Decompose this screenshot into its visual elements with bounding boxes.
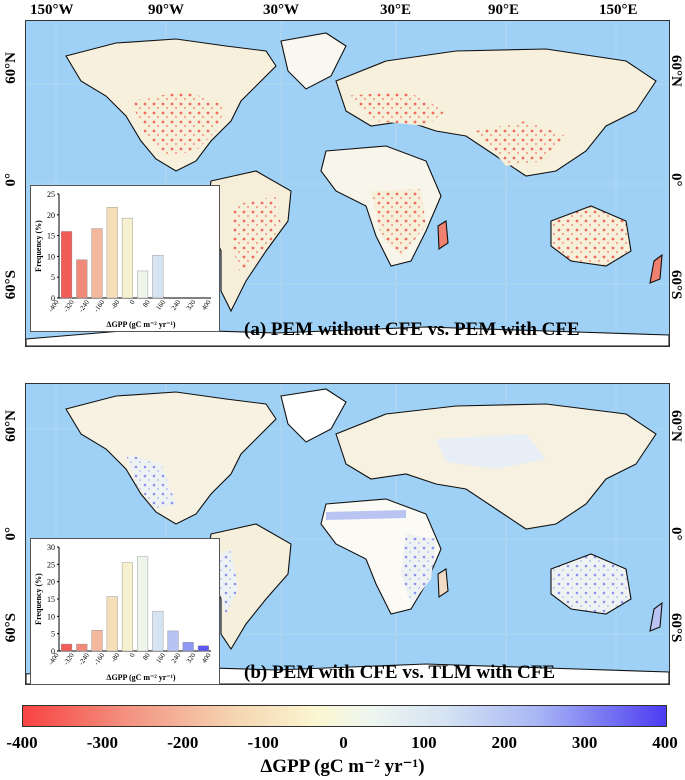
x-tick-label: 160 [154, 298, 167, 312]
histogram-bar [76, 259, 88, 299]
colorbar-tick-label: 0 [339, 733, 348, 752]
y-tick-label: 25 [47, 560, 55, 569]
x-tick-label: 400 [200, 651, 213, 665]
lon-label-30e: 30°E [380, 2, 412, 18]
y-tick-label: 5 [51, 273, 55, 282]
x-tick-label: 320 [185, 298, 198, 312]
x-tick-label: 0 [128, 651, 137, 659]
colorbar-title: ΔGPP (gC m⁻² yr⁻¹) [260, 756, 425, 777]
x-tick-label: 320 [185, 651, 198, 665]
histogram-bar [137, 556, 149, 652]
y-tick-label: 20 [47, 578, 55, 587]
lat-label-60n-left-a: 60°N [3, 52, 19, 84]
y-tick-label: 5 [51, 630, 55, 639]
x-tick-label: -240 [77, 298, 91, 314]
histogram-bar [61, 643, 73, 652]
y-axis-label: Frequency (%) [34, 220, 43, 272]
y-tick-label: 25 [47, 190, 55, 199]
lat-label-60s-left-b: 60°S [3, 613, 19, 643]
lon-label-90w: 90°W [148, 2, 184, 18]
colorbar-tick-label: 400 [652, 733, 678, 752]
x-tick-label: 0 [128, 298, 137, 306]
histogram-inset-a: 0 5 10 15 20 25 -400 -320 -240 -160 -80 0 80 160 240 32… [30, 185, 220, 332]
lat-label-60s-right-a: 60°S [668, 270, 684, 300]
y-tick-label: 15 [47, 232, 55, 241]
histogram-bar [121, 562, 133, 652]
x-axis-label: ΔGPP (gC m⁻² yr⁻¹) [106, 320, 175, 329]
x-tick-label: -160 [92, 298, 106, 314]
x-tick-label: -320 [62, 298, 76, 314]
histogram-bar [152, 254, 164, 299]
lon-label-150w: 150°W [30, 2, 74, 18]
y-tick-label: 10 [47, 612, 55, 621]
histogram-b: 0 5 10 15 20 25 30 -400 -320 -240 -160 -80 0 80 160 240… [34, 543, 213, 682]
lat-label-60n-right-a: 60°N [668, 55, 684, 87]
y-tick-label: 15 [47, 595, 55, 604]
y-axis-label: Frequency (%) [34, 573, 43, 625]
x-axis-label: ΔGPP (gC m⁻² yr⁻¹) [106, 673, 175, 682]
x-tick-label: 80 [141, 651, 152, 662]
colorbar-tick-label: -300 [86, 733, 118, 752]
x-tick-label: 240 [170, 651, 183, 665]
colorbar-tick-label: -400 [6, 733, 38, 752]
x-tick-label: 240 [170, 298, 183, 312]
colorbar-tick-label: 300 [571, 733, 598, 752]
histogram-bar [91, 629, 103, 652]
lat-label-eq-left-b: 0° [3, 527, 19, 541]
lon-label-30w: 30°W [263, 2, 299, 18]
colorbar [22, 705, 667, 727]
histogram-bar [106, 207, 118, 299]
histogram-bar [137, 270, 149, 299]
panel-b-caption: (b) PEM with CFE vs. TLM with CFE [244, 662, 556, 683]
colorbar-tick-label: -100 [247, 733, 279, 752]
histogram-bar [106, 596, 118, 652]
x-tick-label: -160 [92, 651, 106, 667]
lat-label-60s-right-b: 60°S [668, 613, 684, 643]
colorbar-tick-label: 200 [491, 733, 518, 752]
x-tick-label: -400 [47, 298, 61, 314]
x-tick-label: -320 [62, 651, 76, 667]
x-tick-label: -240 [77, 651, 91, 667]
x-tick-label: -400 [47, 651, 61, 667]
lon-label-90e: 90°E [488, 2, 520, 18]
x-tick-label: 160 [154, 651, 167, 665]
histogram-bar [76, 643, 88, 652]
histogram-bar [182, 642, 194, 652]
colorbar-tick-label: 100 [411, 733, 437, 752]
y-tick-label: 20 [47, 211, 55, 220]
x-tick-label: 400 [200, 298, 213, 312]
x-tick-label: 80 [141, 298, 152, 309]
lat-label-60n-left-b: 60°N [3, 410, 19, 442]
histogram-bar [197, 645, 209, 652]
lat-label-eq-left-a: 0° [3, 173, 19, 187]
y-tick-label: 30 [47, 543, 55, 552]
y-tick-label: 0 [51, 294, 55, 303]
histogram-bar [152, 610, 164, 652]
y-tick-label: 10 [47, 252, 55, 261]
x-tick-label: -80 [110, 298, 122, 311]
histogram-bar [121, 217, 133, 299]
x-tick-label: -80 [110, 651, 122, 664]
histogram-a: 0 5 10 15 20 25 -400 -320 -240 -160 -80 0 80 160 240 32… [34, 190, 213, 329]
lat-label-eq-right-a: 0° [668, 173, 684, 187]
histogram-bar [167, 630, 179, 652]
y-tick-label: 0 [51, 647, 55, 656]
histogram-inset-b: 0 5 10 15 20 25 30 -400 -320 -240 -160 -80 0 80 160 240… [30, 538, 220, 685]
panel-a-caption: (a) PEM without CFE vs. PEM with CFE [244, 319, 580, 340]
histogram-bar [61, 231, 73, 299]
lon-label-150e: 150°E [599, 2, 638, 18]
lat-label-60n-right-b: 60°N [668, 410, 684, 442]
colorbar-tick-label: -200 [167, 733, 199, 752]
lat-label-eq-right-b: 0° [668, 527, 684, 541]
lat-label-60s-left-a: 60°S [3, 270, 19, 300]
histogram-bar [91, 228, 103, 299]
